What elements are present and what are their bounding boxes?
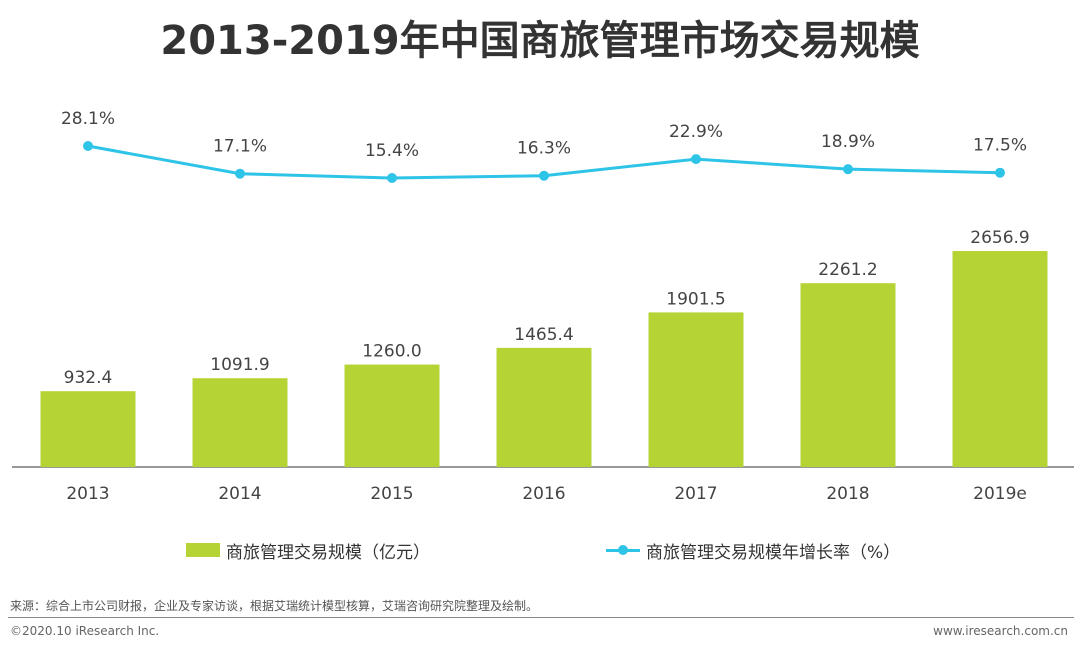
growth-label-2014: 17.1% [213, 137, 267, 157]
x-tick-label-2019e: 2019e [973, 484, 1027, 504]
bar-2017 [648, 312, 744, 467]
x-tick-label-2018: 2018 [826, 484, 869, 504]
growth-point-2013 [83, 141, 93, 151]
bar-2015 [344, 364, 440, 467]
legend-line-swatch [606, 543, 640, 557]
x-tick-label-2017: 2017 [674, 484, 717, 504]
bar-labels-group: 932.4 1091.9 1260.0 1465.4 1901.5 2261.2 2656.… [64, 228, 1030, 388]
legend-line: 商旅管理交易规模年增长率（%） [606, 538, 901, 563]
bar-label-2014: 1091.9 [210, 355, 269, 375]
chart-canvas: 932.4 1091.9 1260.0 1465.4 1901.5 2261.2 2656.… [12, 109, 1074, 504]
footer-divider [8, 617, 1074, 618]
growth-label-2019e: 17.5% [973, 136, 1027, 156]
source-note: 来源：综合上市公司财报，企业及专家访谈，根据艾瑞统计模型核算，艾瑞咨询研究院整理… [10, 599, 539, 613]
legend-bar: 商旅管理交易规模（亿元） [186, 538, 430, 563]
bar-label-2017: 1901.5 [666, 289, 725, 309]
legend-line-label: 商旅管理交易规模年增长率（%） [646, 542, 901, 563]
growth-point-2015 [387, 173, 397, 183]
growth-label-2017: 22.9% [669, 122, 723, 142]
bar-2018 [800, 283, 896, 467]
bar-2016 [496, 347, 592, 467]
x-tick-label-2015: 2015 [370, 484, 413, 504]
copyright: ©2020.10 iResearch Inc. [10, 624, 160, 638]
website: www.iresearch.com.cn [933, 624, 1068, 638]
growth-point-2016 [539, 170, 549, 181]
growth-label-2013: 28.1% [61, 109, 115, 129]
x-tick-label-2014: 2014 [218, 484, 261, 504]
bar-2014 [192, 378, 288, 467]
chart-title: 2013-2019年中国商旅管理市场交易规模 [160, 18, 920, 64]
x-tick-labels-group: 2013 2014 2015 2016 2017 2018 2019e [66, 484, 1027, 504]
bars-group [40, 251, 1048, 467]
bar-label-2019e: 2656.9 [970, 228, 1029, 248]
growth-point-2019e [995, 167, 1005, 178]
x-tick-label-2016: 2016 [522, 484, 565, 504]
legend-bar-label: 商旅管理交易规模（亿元） [226, 542, 430, 563]
x-tick-label-2013: 2013 [66, 484, 109, 504]
legend-bar-swatch [186, 543, 220, 557]
growth-point-2017 [691, 154, 701, 165]
growth-point-2014 [235, 168, 245, 179]
growth-line-group: 28.1% 17.1% 15.4% 16.3% 22.9% 18.9% 17.5% [61, 109, 1027, 183]
bar-2019e [952, 251, 1048, 467]
growth-point-2018 [843, 164, 853, 175]
bar-label-2013: 932.4 [64, 368, 113, 388]
bar-label-2015: 1260.0 [362, 342, 421, 362]
growth-label-2016: 16.3% [517, 139, 571, 159]
growth-label-2015: 15.4% [365, 141, 419, 161]
growth-label-2018: 18.9% [821, 132, 875, 152]
bar-label-2018: 2261.2 [818, 260, 877, 280]
bar-label-2016: 1465.4 [514, 325, 573, 345]
bar-2013 [40, 391, 136, 467]
